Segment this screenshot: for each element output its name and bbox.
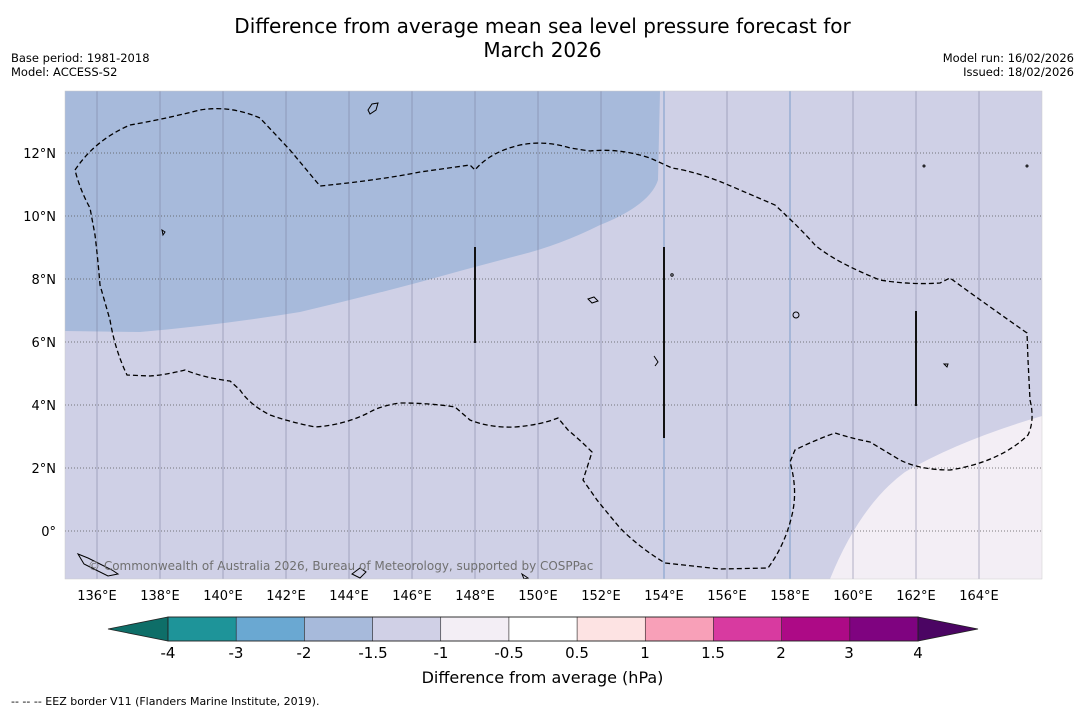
colorbar-tick: -1 — [434, 644, 449, 662]
lat-label: 12°N — [23, 147, 56, 162]
latitude-labels: 12°N 10°N 8°N 6°N 4°N 2°N 0° — [23, 147, 56, 540]
colorbar-tick: -0.5 — [494, 644, 523, 662]
colorbar-segment — [781, 616, 851, 642]
model-run-text: Model run: 16/02/2026 — [942, 51, 1074, 65]
lat-label: 2°N — [32, 462, 57, 477]
title-line-1: Difference from average mean sea level p… — [234, 14, 851, 38]
eez-border-west — [74, 107, 1033, 570]
colorbar-segment — [508, 616, 578, 642]
lon-label: 158°E — [770, 589, 810, 604]
vertical-marker-bars — [474, 247, 917, 438]
meta-right: Model run: 16/02/2026 Issued: 18/02/2026 — [943, 51, 1074, 79]
colorbar-label: Difference from average (hPa) — [421, 668, 664, 687]
lon-label: 138°E — [140, 589, 180, 604]
colorbar-tick: 1 — [640, 644, 650, 662]
colorbar-segment — [849, 616, 919, 642]
latitude-gridlines — [65, 152, 1042, 532]
colorbar-tick: -2 — [297, 644, 312, 662]
colorbar-frame — [167, 616, 919, 642]
colorbar-segment — [713, 616, 783, 642]
colorbar-segment — [576, 616, 646, 642]
colorbar-tick: 1.5 — [701, 644, 725, 662]
lon-label: 154°E — [644, 589, 684, 604]
lon-label: 156°E — [707, 589, 747, 604]
colorbar-tick: 0.5 — [565, 644, 589, 662]
model-text: Model: ACCESS-S2 — [11, 65, 118, 79]
eez-legend-text: -- -- -- EEZ border V11 (Flanders Marine… — [11, 695, 320, 708]
lat-label: 4°N — [32, 399, 57, 414]
anomaly-region-minus0_5-to-0_5 — [830, 416, 1042, 579]
colorbar-tick: 4 — [913, 644, 923, 662]
anomaly-region-minus1_5-to-minus1 — [65, 91, 660, 332]
map-area: © Commonwealth of Australia 2026, Bureau… — [65, 91, 1042, 579]
lon-label: 152°E — [581, 589, 621, 604]
lon-label: 160°E — [833, 589, 873, 604]
lon-label: 148°E — [455, 589, 495, 604]
colorbar-tick: -4 — [161, 644, 176, 662]
longitude-gridlines — [96, 91, 980, 579]
lon-label: 162°E — [896, 589, 936, 604]
lon-label: 150°E — [518, 589, 558, 604]
lon-label: 144°E — [329, 589, 369, 604]
lat-label: 6°N — [32, 336, 57, 351]
colorbar: -4 -3 -2 -1.5 -1 -0.5 0.5 1 1.5 2 3 4 — [107, 616, 979, 662]
lon-label: 140°E — [203, 589, 243, 604]
colorbar-segment — [167, 616, 237, 642]
lat-label: 10°N — [23, 210, 56, 225]
lat-label: 8°N — [32, 273, 57, 288]
lat-label: 0° — [41, 525, 56, 540]
colorbar-segment — [304, 616, 374, 642]
colorbar-ticks: -4 -3 -2 -1.5 -1 -0.5 0.5 1 1.5 2 3 4 — [161, 644, 923, 662]
colorbar-segments — [167, 616, 919, 642]
islands — [76, 102, 1029, 579]
base-period-text: Base period: 1981-2018 — [11, 51, 150, 65]
colorbar-segment — [372, 616, 442, 642]
lon-label: 146°E — [392, 589, 432, 604]
colorbar-segment — [235, 616, 305, 642]
map-frame — [64, 90, 1043, 580]
colorbar-tick: -3 — [229, 644, 244, 662]
copyright-text: © Commonwealth of Australia 2026, Bureau… — [88, 559, 593, 573]
longitude-labels: 136°E 138°E 140°E 142°E 144°E 146°E 148°… — [77, 589, 999, 604]
colorbar-segment — [440, 616, 510, 642]
lon-label: 164°E — [959, 589, 999, 604]
colorbar-over-arrow — [917, 616, 979, 642]
lon-label: 136°E — [77, 589, 117, 604]
colorbar-segment — [644, 616, 715, 642]
meta-left: Base period: 1981-2018 Model: ACCESS-S2 — [11, 51, 150, 79]
chart-title: Difference from average mean sea level p… — [0, 14, 1085, 62]
issued-text: Issued: 18/02/2026 — [963, 65, 1074, 79]
colorbar-tick: -1.5 — [358, 644, 387, 662]
colorbar-under-arrow — [107, 616, 169, 642]
title-line-2: March 2026 — [483, 38, 602, 62]
lon-label: 142°E — [266, 589, 306, 604]
colorbar-tick: 3 — [844, 644, 854, 662]
colorbar-tick: 2 — [776, 644, 786, 662]
